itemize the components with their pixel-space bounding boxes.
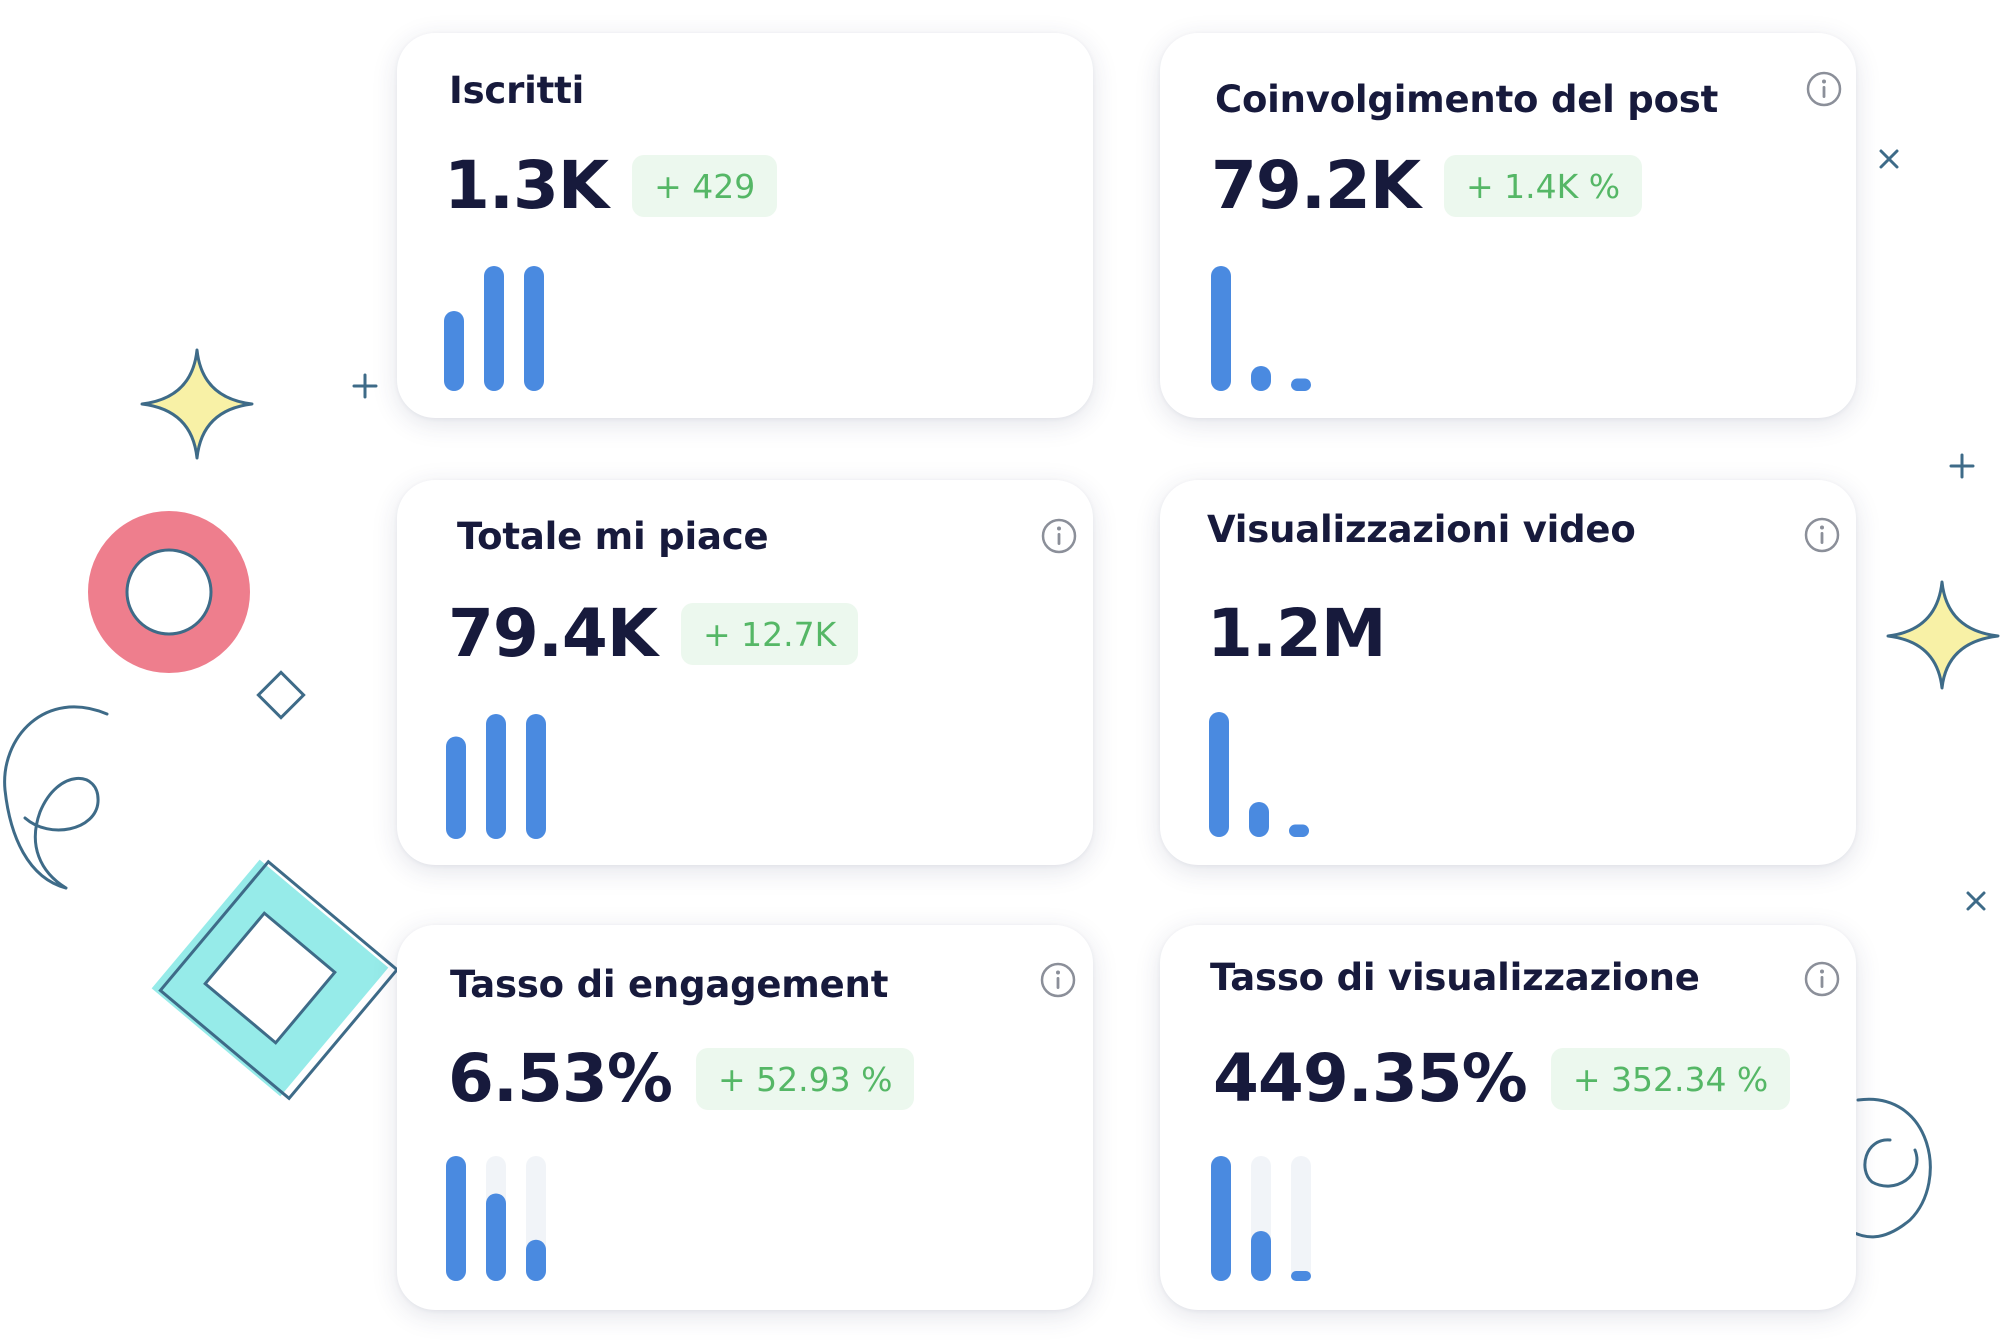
bar	[526, 714, 546, 839]
metric-value: 449.35%	[1213, 1040, 1528, 1117]
bar	[1251, 366, 1271, 391]
metric-card-tasso-engagement[interactable]: Tasso di engagement 6.53% + 52.93 %	[397, 925, 1093, 1310]
card-title: Totale mi piace	[457, 515, 769, 558]
delta-badge: + 52.93 %	[695, 1048, 915, 1110]
pink-ring-decoration	[88, 511, 250, 673]
mini-bar-chart	[1211, 266, 1311, 391]
delta-badge: + 352.34 %	[1550, 1048, 1791, 1110]
sparkle-decoration-left	[140, 348, 254, 460]
metric-card-visualizzazioni-video[interactable]: Visualizzazioni video 1.2M	[1160, 480, 1856, 865]
bar	[446, 1156, 466, 1281]
card-title: Tasso di engagement	[450, 963, 889, 1006]
bar	[486, 714, 506, 839]
metric-card-coinvolgimento-post[interactable]: Coinvolgimento del post 79.2K + 1.4K %	[1160, 33, 1856, 418]
value-row: 6.53% + 52.93 %	[448, 1040, 915, 1117]
metric-value: 79.2K	[1211, 147, 1421, 224]
bar	[1289, 824, 1309, 837]
metric-card-tasso-visualizzazione[interactable]: Tasso di visualizzazione 449.35% + 352.3…	[1160, 925, 1856, 1310]
mini-bar-chart	[1211, 1156, 1311, 1281]
teal-square-decoration	[151, 859, 400, 1101]
value-row: 449.35% + 352.34 %	[1213, 1040, 1791, 1117]
bar	[526, 1239, 546, 1281]
metric-value: 1.3K	[444, 147, 609, 224]
info-icon[interactable]	[1039, 516, 1079, 556]
bar	[1249, 802, 1269, 837]
mini-bar-chart	[446, 1156, 546, 1281]
info-icon[interactable]	[1038, 960, 1078, 1000]
metric-value: 6.53%	[448, 1040, 673, 1117]
bar-track	[1291, 1156, 1311, 1281]
metric-value: 79.4K	[448, 595, 658, 672]
value-row: 1.3K + 429	[444, 147, 778, 224]
metric-card-iscritti[interactable]: Iscritti 1.3K + 429	[397, 33, 1093, 418]
metric-card-totale-mi-piace[interactable]: Totale mi piace 79.4K + 12.7K	[397, 480, 1093, 865]
sparkle-decoration-right	[1886, 580, 2000, 690]
mini-bar-chart	[444, 266, 544, 391]
mini-bar-chart	[1209, 712, 1309, 837]
info-icon[interactable]	[1802, 515, 1842, 555]
bar	[1291, 1271, 1311, 1281]
bar	[1209, 712, 1229, 837]
bar	[446, 736, 466, 839]
value-row: 79.2K + 1.4K %	[1211, 147, 1643, 224]
bar	[1211, 1156, 1231, 1281]
bar	[1291, 378, 1311, 391]
info-icon[interactable]	[1804, 69, 1844, 109]
info-icon[interactable]	[1802, 959, 1842, 999]
bar	[486, 1193, 506, 1281]
value-row: 1.2M	[1207, 595, 1387, 672]
metric-value: 1.2M	[1207, 595, 1387, 672]
bar	[444, 311, 464, 391]
card-title: Visualizzazioni video	[1207, 508, 1636, 551]
delta-badge: + 429	[632, 155, 778, 217]
delta-badge: + 12.7K	[680, 603, 859, 665]
swirl-decoration-left	[3, 705, 109, 890]
diamond-decoration	[256, 670, 306, 720]
bar	[1251, 1231, 1271, 1281]
card-title: Coinvolgimento del post	[1215, 78, 1719, 121]
x-decoration	[1879, 149, 1986, 911]
value-row: 79.4K + 12.7K	[448, 595, 859, 672]
bar	[1211, 266, 1231, 391]
swirl-decoration-right	[1850, 1097, 1932, 1239]
bar	[484, 266, 504, 391]
delta-badge: + 1.4K %	[1443, 155, 1643, 217]
bar	[524, 266, 544, 391]
mini-bar-chart	[446, 714, 546, 839]
card-title: Iscritti	[449, 69, 585, 112]
card-title: Tasso di visualizzazione	[1210, 956, 1700, 999]
